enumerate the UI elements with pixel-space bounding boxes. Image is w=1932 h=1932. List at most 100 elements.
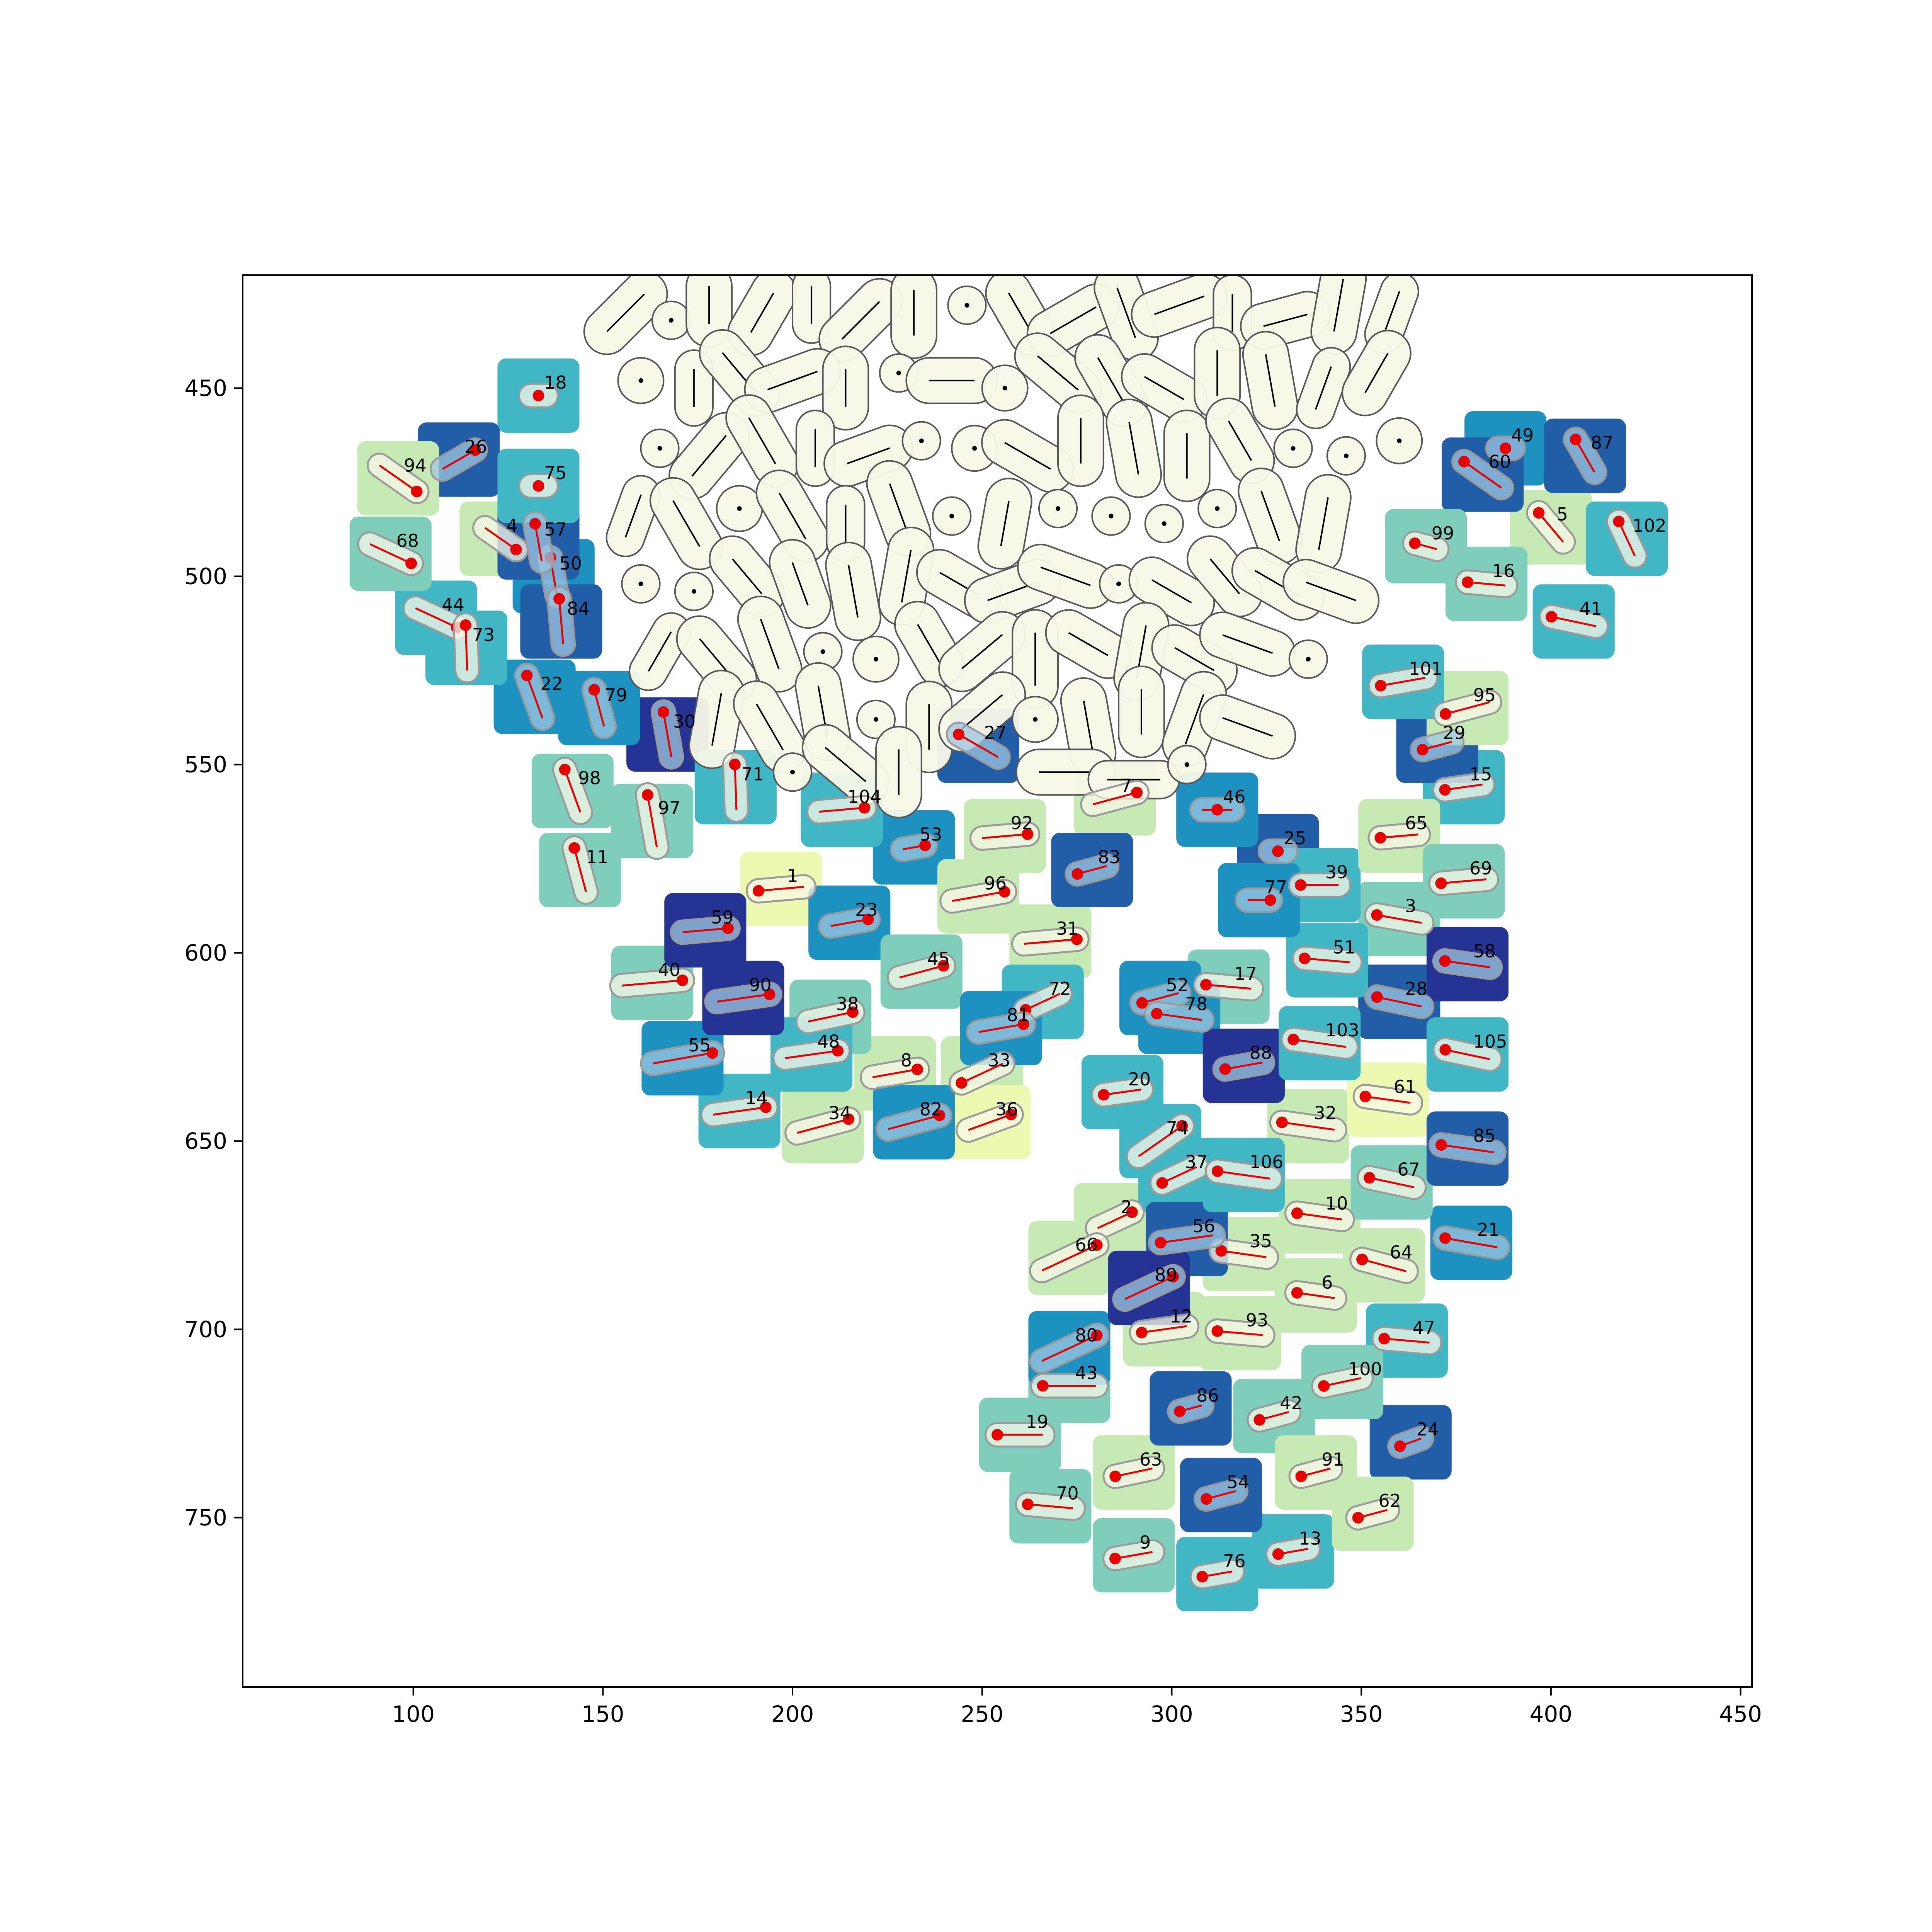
cell-id-label: 15 bbox=[1469, 764, 1492, 785]
cell-39 bbox=[1288, 872, 1352, 898]
cell-id-label: 26 bbox=[464, 436, 487, 457]
cell-id-labels: 1234567891011121314151617181920212223242… bbox=[396, 372, 1666, 1571]
cell-id-label: 40 bbox=[658, 959, 681, 980]
cell-18 bbox=[518, 383, 559, 408]
cell-tip-marker bbox=[1318, 1380, 1330, 1392]
cell-55 bbox=[640, 1040, 725, 1077]
cell-tip-marker bbox=[1151, 1008, 1163, 1020]
cell-id-label: 64 bbox=[1390, 1242, 1413, 1263]
cell-74 bbox=[1126, 1113, 1195, 1169]
cell-106 bbox=[1204, 1158, 1283, 1192]
cell-tip-marker bbox=[1131, 787, 1143, 799]
background-cell bbox=[755, 469, 830, 563]
cell-id-label: 104 bbox=[847, 786, 881, 807]
cell-id-label: 52 bbox=[1166, 975, 1189, 995]
cell-tip-marker bbox=[1435, 1139, 1447, 1151]
cell-id-label: 51 bbox=[1333, 937, 1356, 958]
cell-tip-marker bbox=[729, 759, 741, 770]
cell-id-label: 99 bbox=[1432, 523, 1454, 544]
background-cell bbox=[583, 275, 668, 355]
cell-tip-marker bbox=[1091, 1329, 1103, 1341]
cell-99 bbox=[1402, 531, 1450, 562]
cell-20 bbox=[1091, 1077, 1154, 1108]
x-tick-label: 100 bbox=[392, 1701, 435, 1727]
cell-tip-marker bbox=[1196, 1571, 1208, 1583]
cell-tip-marker bbox=[764, 988, 776, 1000]
background-cell bbox=[792, 275, 832, 344]
cell-80 bbox=[1029, 1322, 1110, 1374]
cell-tip-marker bbox=[1500, 442, 1512, 454]
background-cell bbox=[977, 478, 1032, 570]
y-axis: 450 500 550 600 650 700 750 bbox=[184, 375, 243, 1531]
cell-id-label: 81 bbox=[1007, 1005, 1030, 1026]
cell-28 bbox=[1364, 984, 1434, 1019]
cell-13 bbox=[1265, 1536, 1321, 1567]
cell-id-label: 33 bbox=[988, 1050, 1010, 1071]
cell-tip-marker bbox=[1201, 1493, 1213, 1505]
cell-tip-marker bbox=[1253, 1414, 1265, 1426]
cell-tip-marker bbox=[842, 1113, 854, 1125]
cell-27 bbox=[946, 721, 1011, 770]
cell-tip-marker bbox=[411, 485, 423, 497]
x-tick-label: 250 bbox=[961, 1701, 1003, 1727]
cell-tip-marker bbox=[559, 764, 571, 776]
background-cell bbox=[685, 275, 733, 348]
cell-65 bbox=[1367, 821, 1431, 851]
cell-id-label: 16 bbox=[1492, 560, 1515, 581]
cell-102 bbox=[1606, 509, 1648, 569]
x-tick-label: 300 bbox=[1150, 1701, 1193, 1727]
background-cell bbox=[1091, 496, 1131, 536]
cell-tip-marker bbox=[760, 1101, 772, 1113]
background-cell bbox=[822, 345, 869, 431]
cell-id-label: 98 bbox=[578, 767, 601, 788]
cell-37 bbox=[1149, 1154, 1209, 1196]
cell-104 bbox=[806, 795, 878, 825]
cell-10 bbox=[1284, 1200, 1355, 1233]
cell-id-label: 69 bbox=[1469, 858, 1492, 879]
cell-id-label: 97 bbox=[658, 798, 681, 818]
cell-85 bbox=[1428, 1132, 1507, 1165]
cell-id-label: 86 bbox=[1196, 1385, 1219, 1406]
cell-id-label: 88 bbox=[1250, 1043, 1272, 1063]
cell-id-label: 8 bbox=[901, 1050, 912, 1071]
cell-19 bbox=[985, 1422, 1056, 1448]
cell-33 bbox=[949, 1051, 1016, 1096]
cell-75 bbox=[518, 473, 559, 499]
axes-frame bbox=[242, 274, 1753, 1688]
cell-51 bbox=[1292, 946, 1363, 975]
cell-86 bbox=[1167, 1393, 1214, 1424]
background-cell bbox=[1282, 559, 1380, 624]
cell-tip-marker bbox=[1374, 832, 1386, 844]
cell-79 bbox=[581, 677, 617, 739]
cell-tip-marker bbox=[1200, 979, 1212, 991]
cell-id-label: 106 bbox=[1250, 1151, 1284, 1172]
cell-tip-marker bbox=[1295, 879, 1307, 891]
cell-id-label: 10 bbox=[1325, 1193, 1348, 1214]
background-cell bbox=[772, 752, 813, 792]
cell-tip-marker bbox=[1394, 1440, 1406, 1452]
background-cell bbox=[1197, 489, 1237, 529]
cell-id-label: 92 bbox=[1010, 813, 1033, 833]
cell-tip-marker bbox=[521, 669, 533, 681]
cell-tip-marker bbox=[1022, 1498, 1034, 1510]
cell-87 bbox=[1563, 427, 1607, 485]
cell-id-label: 27 bbox=[984, 722, 1007, 743]
background-cell bbox=[1144, 504, 1184, 544]
cell-tip-marker bbox=[1409, 537, 1421, 549]
cell-tip-marker bbox=[1364, 1172, 1376, 1184]
background-cell bbox=[1045, 609, 1132, 679]
cell-tip-marker bbox=[1299, 952, 1311, 964]
cell-76 bbox=[1189, 1558, 1245, 1590]
background-cell bbox=[1105, 398, 1162, 498]
cell-id-label: 1 bbox=[787, 866, 798, 886]
cell-id-label: 76 bbox=[1223, 1551, 1246, 1571]
y-tick-label: 600 bbox=[184, 940, 227, 966]
cell-tip-marker bbox=[469, 444, 481, 456]
cell-id-label: 43 bbox=[1075, 1362, 1098, 1383]
cell-tip-marker bbox=[568, 842, 580, 854]
background-cell bbox=[1038, 489, 1078, 529]
cell-id-label: 18 bbox=[544, 372, 567, 393]
background-cell bbox=[1326, 436, 1366, 476]
cell-id-label: 29 bbox=[1443, 722, 1466, 743]
cell-25 bbox=[1257, 838, 1298, 864]
